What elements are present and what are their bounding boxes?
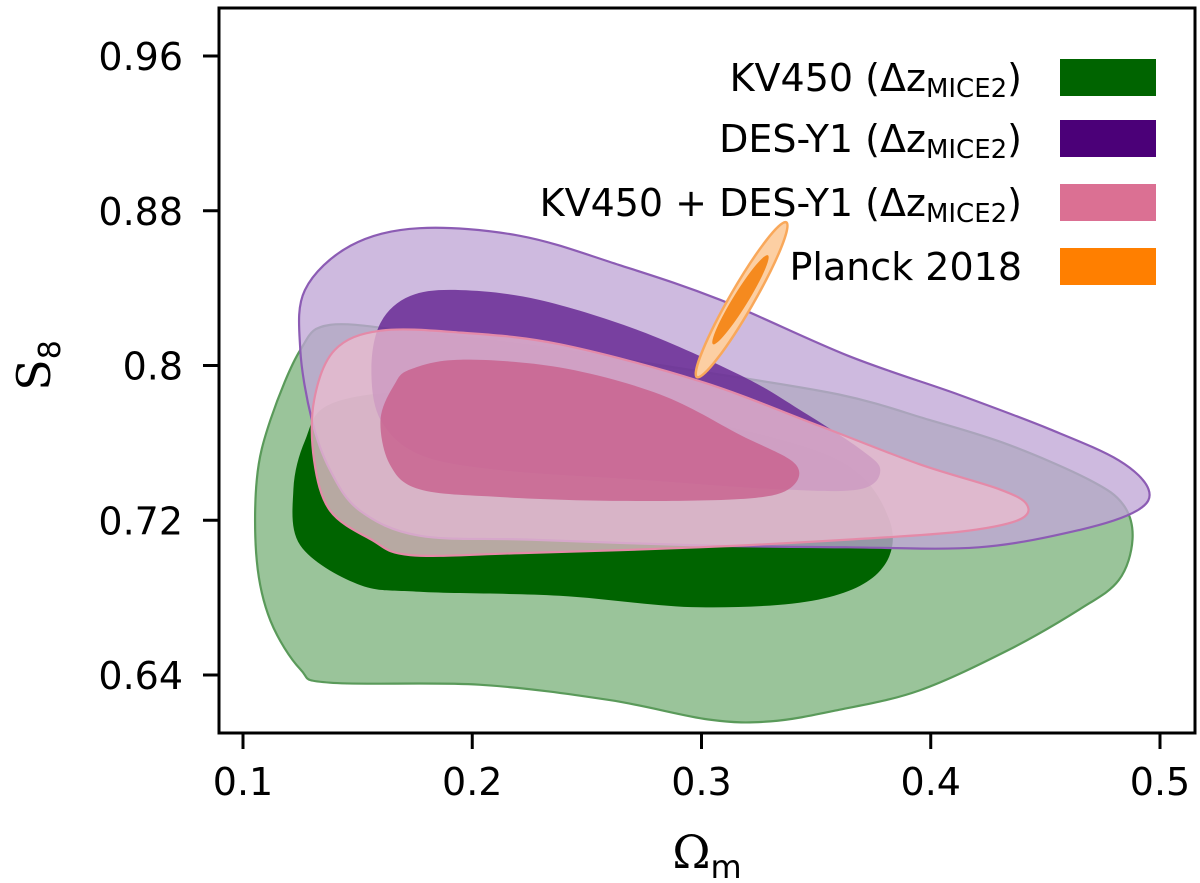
legend-swatch bbox=[1060, 59, 1156, 96]
y-axis-label-sub: 8 bbox=[33, 340, 68, 359]
legend-label: Planck 2018 bbox=[789, 245, 1022, 289]
x-tick-label: 0.3 bbox=[671, 760, 731, 804]
y-tick-label: 0.64 bbox=[98, 654, 183, 698]
y-tick-label: 0.88 bbox=[98, 190, 183, 234]
legend-swatch bbox=[1060, 184, 1156, 221]
x-tick-label: 0.5 bbox=[1130, 760, 1190, 804]
x-axis-label-sub: m bbox=[710, 848, 741, 883]
contour-68-kv450-des-y1-z bbox=[380, 359, 800, 502]
legend-item-kv450-z-mice2: KV450 (ΔzMICE2) bbox=[730, 56, 1156, 104]
contour-layer bbox=[253, 220, 1151, 724]
legend-item-des-y1-z-mice2: DES-Y1 (ΔzMICE2) bbox=[719, 117, 1156, 165]
y-axis-label-main: S bbox=[7, 359, 61, 391]
y-axis: 0.64 0.72 0.8 0.88 0.96 bbox=[98, 35, 219, 698]
legend-label: DES-Y1 (ΔzMICE2) bbox=[719, 117, 1022, 165]
legend-swatch bbox=[1060, 248, 1156, 285]
legend-label: KV450 + DES-Y1 (ΔzMICE2) bbox=[540, 181, 1022, 229]
legend-item-kv450-des-y1-z-mice2: KV450 + DES-Y1 (ΔzMICE2) bbox=[540, 181, 1156, 229]
x-tick-label: 0.2 bbox=[442, 760, 502, 804]
y-tick-label: 0.8 bbox=[123, 345, 183, 389]
series-kv450-des-y1-z-mice2 bbox=[310, 328, 1030, 557]
series-planck-2018 bbox=[694, 220, 789, 379]
contour-68-planck bbox=[712, 255, 769, 345]
legend-label: KV450 (ΔzMICE2) bbox=[730, 56, 1022, 104]
x-axis: 0.1 0.2 0.3 0.4 0.5 bbox=[213, 733, 1190, 804]
x-axis-label-main: Ω bbox=[672, 825, 710, 879]
y-tick-label: 0.72 bbox=[98, 499, 183, 543]
plot-frame bbox=[217, 6, 1197, 735]
x-axis-label: Ωm bbox=[672, 825, 741, 883]
legend-item-planck-2018: Planck 2018 bbox=[789, 245, 1156, 289]
x-tick-label: 0.1 bbox=[213, 760, 273, 804]
y-tick-label: 0.96 bbox=[98, 35, 183, 79]
legend-swatch bbox=[1060, 120, 1156, 157]
y-axis-label: S8 bbox=[7, 340, 68, 391]
legend: KV450 (ΔzMICE2) DES-Y1 (ΔzMICE2) KV450 + D… bbox=[540, 56, 1156, 289]
x-tick-label: 0.4 bbox=[901, 760, 961, 804]
